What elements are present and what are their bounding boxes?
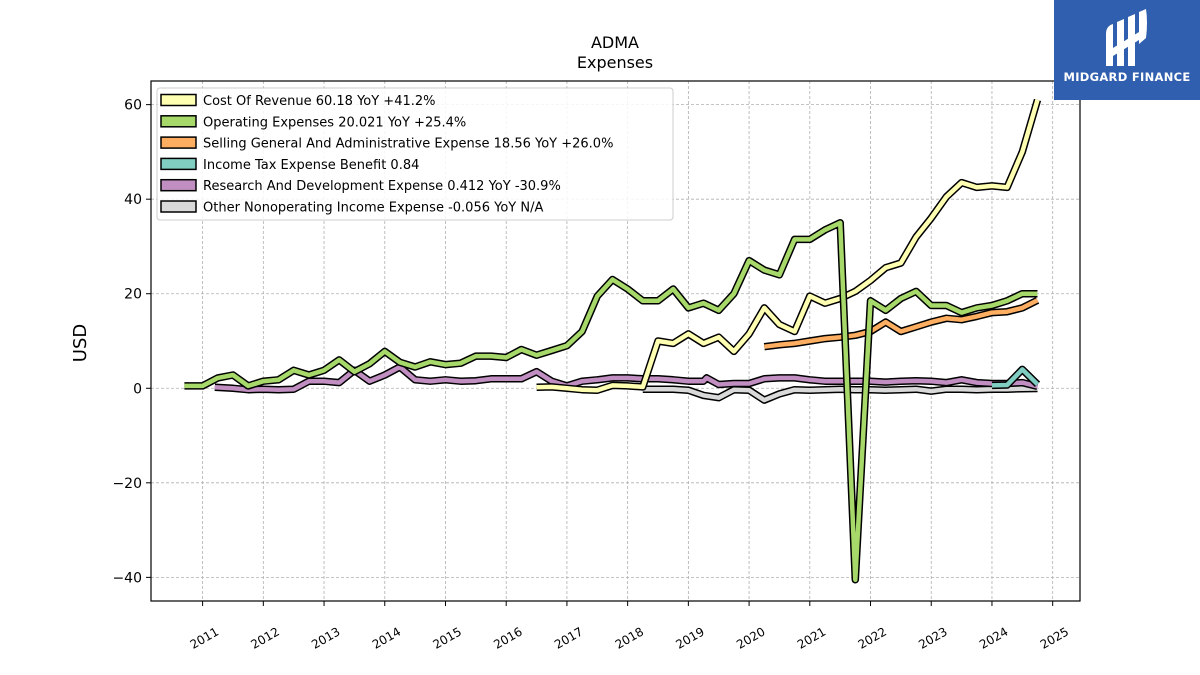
x-tick-label: 2013 [309, 624, 342, 651]
y-tick-label: 60 [124, 98, 142, 114]
x-tick-label: 2025 [1038, 624, 1071, 651]
y-tick-label: 20 [124, 287, 142, 303]
legend-label-income-tax-expense-benefit: Income Tax Expense Benefit 0.84 [203, 158, 419, 173]
legend-swatch-research-and-development-expense [160, 178, 197, 192]
x-tick-label: 2014 [370, 624, 403, 651]
x-tick-label: 2020 [734, 624, 767, 651]
series-outline-operating-expenses [184, 219, 1038, 584]
legend-box [156, 87, 674, 221]
chart-subtitle: Expenses [577, 53, 653, 72]
x-tick-label: 2011 [188, 624, 221, 651]
legend-swatch-operating-expenses [160, 115, 197, 128]
legend-label-research-and-development-expense: Research And Development Expense 0.412 Y… [203, 179, 561, 194]
legend-swatch-income-tax-expense-benefit [160, 157, 197, 171]
y-tick-label: −20 [112, 476, 142, 492]
x-tick-label: 2012 [248, 624, 281, 651]
legend-swatch-other-nonoperating-income-expense [160, 200, 197, 213]
x-tick-label: 2021 [795, 624, 828, 651]
legend-label-cost-of-revenue: Cost Of Revenue 60.18 YoY +41.2% [203, 94, 436, 109]
x-tick-label: 2015 [431, 624, 464, 651]
midgard-logo-icon [1106, 9, 1147, 66]
legend-label-other-nonoperating-income-expense: Other Nonoperating Income Expense -0.056… [203, 201, 543, 216]
legend-swatch-selling-general-and-administrative-expense [160, 136, 197, 149]
legend-label-operating-expenses: Operating Expenses 20.021 YoY +25.4% [203, 115, 466, 130]
x-tick-label: 2024 [977, 624, 1010, 651]
y-tick-label: −40 [112, 570, 142, 586]
legend-label-selling-general-and-administrative-expense: Selling General And Administrative Expen… [203, 137, 613, 152]
x-tick-label: 2023 [916, 624, 949, 651]
midgard-finance-logo: MIDGARD FINANCE [1054, 0, 1200, 100]
plot-area-frame [150, 80, 1081, 602]
series-line-income-tax-expense-benefit [991, 367, 1040, 388]
y-tick-label: 0 [133, 381, 142, 397]
brand-name: MIDGARD FINANCE [1063, 70, 1191, 84]
chart-title: ADMA [591, 33, 639, 52]
series-line-operating-expenses [184, 220, 1038, 582]
x-tick-label: 2019 [673, 624, 706, 651]
x-tick-label: 2018 [613, 624, 646, 651]
x-tick-label: 2022 [856, 624, 889, 651]
series-line-selling-general-and-administrative-expense [764, 298, 1039, 349]
series-line-other-nonoperating-income-expense [642, 386, 1038, 403]
x-tick-label: 2017 [552, 624, 585, 651]
series-line-cost-of-revenue [536, 99, 1040, 393]
legend-swatch-cost-of-revenue [160, 93, 197, 107]
legend: Cost Of Revenue 60.18 YoY +41.2% Operatin… [156, 87, 674, 221]
series-lines [184, 98, 1042, 584]
x-tick-label: 2016 [491, 624, 524, 651]
y-tick-label: 40 [124, 192, 142, 208]
y-axis-label: USD [70, 324, 91, 362]
